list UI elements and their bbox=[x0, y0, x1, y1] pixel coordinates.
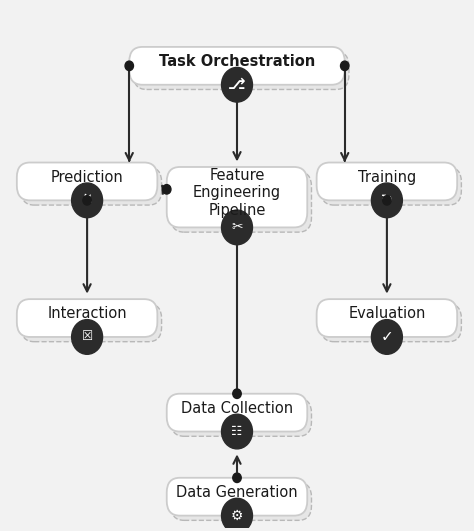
Text: Training: Training bbox=[358, 170, 416, 185]
Circle shape bbox=[372, 320, 402, 354]
Circle shape bbox=[125, 61, 134, 71]
Text: ☷: ☷ bbox=[231, 425, 243, 438]
Circle shape bbox=[233, 473, 241, 483]
Circle shape bbox=[221, 67, 253, 102]
FancyBboxPatch shape bbox=[317, 299, 457, 337]
FancyBboxPatch shape bbox=[171, 398, 311, 436]
Circle shape bbox=[340, 61, 349, 71]
FancyBboxPatch shape bbox=[129, 47, 345, 85]
Text: ↯: ↯ bbox=[81, 193, 93, 207]
Circle shape bbox=[383, 195, 391, 205]
Circle shape bbox=[72, 320, 102, 354]
Circle shape bbox=[72, 183, 102, 218]
Text: Interaction: Interaction bbox=[47, 306, 127, 321]
FancyBboxPatch shape bbox=[171, 483, 311, 520]
FancyBboxPatch shape bbox=[167, 478, 307, 516]
FancyBboxPatch shape bbox=[317, 162, 457, 200]
Text: Feature
Engineering
Pipeline: Feature Engineering Pipeline bbox=[193, 168, 281, 218]
Text: ☒: ☒ bbox=[82, 330, 93, 344]
FancyBboxPatch shape bbox=[167, 393, 307, 432]
Circle shape bbox=[221, 210, 253, 245]
Circle shape bbox=[372, 183, 402, 218]
FancyBboxPatch shape bbox=[134, 52, 349, 90]
FancyBboxPatch shape bbox=[21, 304, 162, 341]
Text: Prediction: Prediction bbox=[51, 170, 123, 185]
FancyBboxPatch shape bbox=[17, 299, 157, 337]
Text: ↻: ↻ bbox=[381, 193, 393, 207]
Circle shape bbox=[163, 185, 171, 194]
FancyBboxPatch shape bbox=[321, 167, 461, 205]
FancyBboxPatch shape bbox=[171, 172, 311, 232]
FancyBboxPatch shape bbox=[167, 167, 307, 227]
FancyBboxPatch shape bbox=[21, 167, 162, 205]
Circle shape bbox=[83, 195, 91, 205]
Text: Data Collection: Data Collection bbox=[181, 401, 293, 416]
Circle shape bbox=[233, 389, 241, 398]
Text: ✓: ✓ bbox=[381, 329, 393, 345]
Text: Task Orchestration: Task Orchestration bbox=[159, 54, 315, 69]
Text: ✂: ✂ bbox=[231, 220, 243, 234]
Circle shape bbox=[221, 498, 253, 531]
Circle shape bbox=[221, 414, 253, 449]
Text: Data Generation: Data Generation bbox=[176, 485, 298, 500]
Text: ⚙: ⚙ bbox=[231, 509, 243, 523]
FancyBboxPatch shape bbox=[17, 162, 157, 200]
Text: Evaluation: Evaluation bbox=[348, 306, 426, 321]
Text: ⎇: ⎇ bbox=[228, 77, 246, 92]
FancyBboxPatch shape bbox=[321, 304, 461, 341]
